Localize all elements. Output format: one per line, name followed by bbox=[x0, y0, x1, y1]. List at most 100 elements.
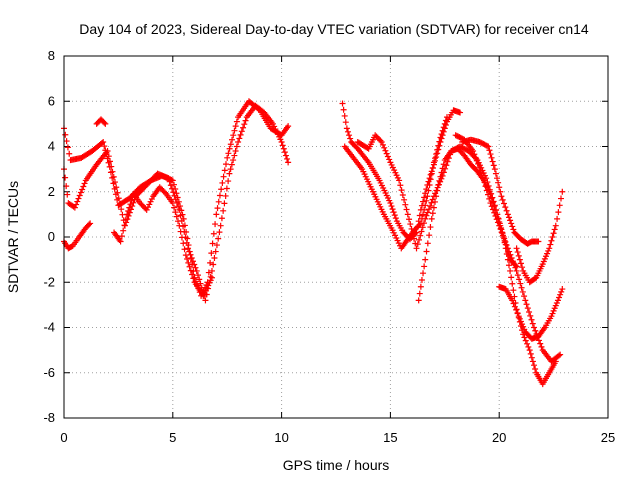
data-point bbox=[127, 201, 134, 208]
data-point bbox=[486, 147, 493, 154]
data-point bbox=[167, 182, 174, 189]
data-point bbox=[232, 123, 239, 130]
data-point bbox=[443, 114, 450, 121]
data-point bbox=[122, 216, 129, 223]
data-point bbox=[485, 143, 492, 150]
data-point bbox=[491, 166, 498, 173]
x-tick-label: 15 bbox=[383, 430, 397, 445]
data-point bbox=[496, 222, 503, 229]
data-point bbox=[420, 220, 427, 227]
data-point bbox=[557, 351, 564, 358]
y-axis-label: SDTVAR / TECUs bbox=[5, 181, 21, 293]
data-point bbox=[175, 203, 182, 210]
data-point bbox=[424, 209, 431, 216]
data-point bbox=[551, 226, 558, 233]
data-point bbox=[73, 201, 80, 208]
data-point bbox=[559, 188, 566, 195]
data-point bbox=[169, 177, 176, 184]
data-point bbox=[423, 212, 430, 219]
data-point bbox=[285, 159, 292, 166]
data-point bbox=[416, 221, 423, 228]
data-point bbox=[344, 128, 351, 135]
data-point bbox=[215, 235, 222, 242]
data-series bbox=[61, 98, 566, 388]
data-point bbox=[540, 258, 547, 265]
data-point bbox=[75, 195, 82, 202]
data-point bbox=[111, 179, 118, 186]
data-point bbox=[192, 264, 199, 271]
data-point bbox=[498, 193, 505, 200]
data-point bbox=[171, 192, 178, 199]
data-point bbox=[433, 193, 440, 200]
data-point bbox=[415, 236, 422, 243]
data-point bbox=[86, 221, 93, 228]
data-point bbox=[378, 138, 385, 145]
data-point bbox=[184, 255, 191, 262]
data-point bbox=[238, 128, 245, 135]
data-point bbox=[208, 267, 215, 274]
data-point bbox=[422, 256, 429, 263]
data-point bbox=[180, 240, 187, 247]
data-point bbox=[339, 100, 346, 107]
data-point bbox=[208, 250, 215, 257]
data-point bbox=[421, 206, 428, 213]
data-point bbox=[551, 305, 558, 312]
data-point bbox=[436, 138, 443, 145]
data-point bbox=[553, 299, 560, 306]
data-point bbox=[423, 197, 430, 204]
data-point bbox=[508, 274, 515, 281]
data-point bbox=[387, 200, 394, 207]
data-point bbox=[439, 165, 446, 172]
data-point bbox=[383, 150, 390, 157]
data-point bbox=[215, 198, 222, 205]
x-tick-label: 25 bbox=[601, 430, 615, 445]
data-point bbox=[432, 155, 439, 162]
data-point bbox=[519, 321, 526, 328]
data-point bbox=[430, 159, 437, 166]
series-track-2 bbox=[61, 102, 292, 304]
data-point bbox=[490, 162, 497, 169]
data-point bbox=[221, 200, 228, 207]
data-point bbox=[516, 256, 523, 263]
data-point bbox=[527, 350, 534, 357]
data-point bbox=[376, 136, 383, 143]
grid-lines bbox=[64, 56, 608, 418]
data-point bbox=[546, 245, 553, 252]
data-point bbox=[504, 256, 511, 263]
data-point bbox=[188, 255, 195, 262]
data-point bbox=[513, 306, 520, 313]
data-point bbox=[421, 263, 428, 270]
data-point bbox=[159, 186, 166, 193]
data-point bbox=[557, 291, 564, 298]
y-tick-label: -6 bbox=[43, 365, 55, 380]
data-point bbox=[554, 297, 561, 304]
data-point bbox=[377, 137, 384, 144]
data-point bbox=[388, 203, 395, 210]
data-point bbox=[517, 318, 524, 325]
data-point bbox=[144, 204, 151, 211]
data-point bbox=[222, 192, 229, 199]
data-point bbox=[487, 151, 494, 158]
data-point bbox=[404, 211, 411, 218]
data-point bbox=[411, 227, 418, 234]
data-point bbox=[181, 246, 188, 253]
data-point bbox=[414, 241, 421, 248]
data-point bbox=[222, 161, 229, 168]
data-point bbox=[138, 201, 145, 208]
data-point bbox=[101, 119, 108, 126]
data-point bbox=[514, 272, 521, 279]
chart-title: Day 104 of 2023, Sidereal Day-to-day VTE… bbox=[79, 21, 589, 37]
y-tick-label: 2 bbox=[48, 184, 55, 199]
data-point bbox=[556, 202, 563, 209]
data-point bbox=[413, 245, 420, 252]
data-point bbox=[396, 177, 403, 184]
data-point bbox=[487, 200, 494, 207]
data-point bbox=[509, 223, 516, 230]
data-point bbox=[509, 297, 516, 304]
data-point bbox=[494, 175, 501, 182]
data-point bbox=[104, 148, 111, 155]
data-point bbox=[539, 261, 546, 268]
data-point bbox=[430, 204, 437, 211]
data-point bbox=[205, 269, 212, 276]
